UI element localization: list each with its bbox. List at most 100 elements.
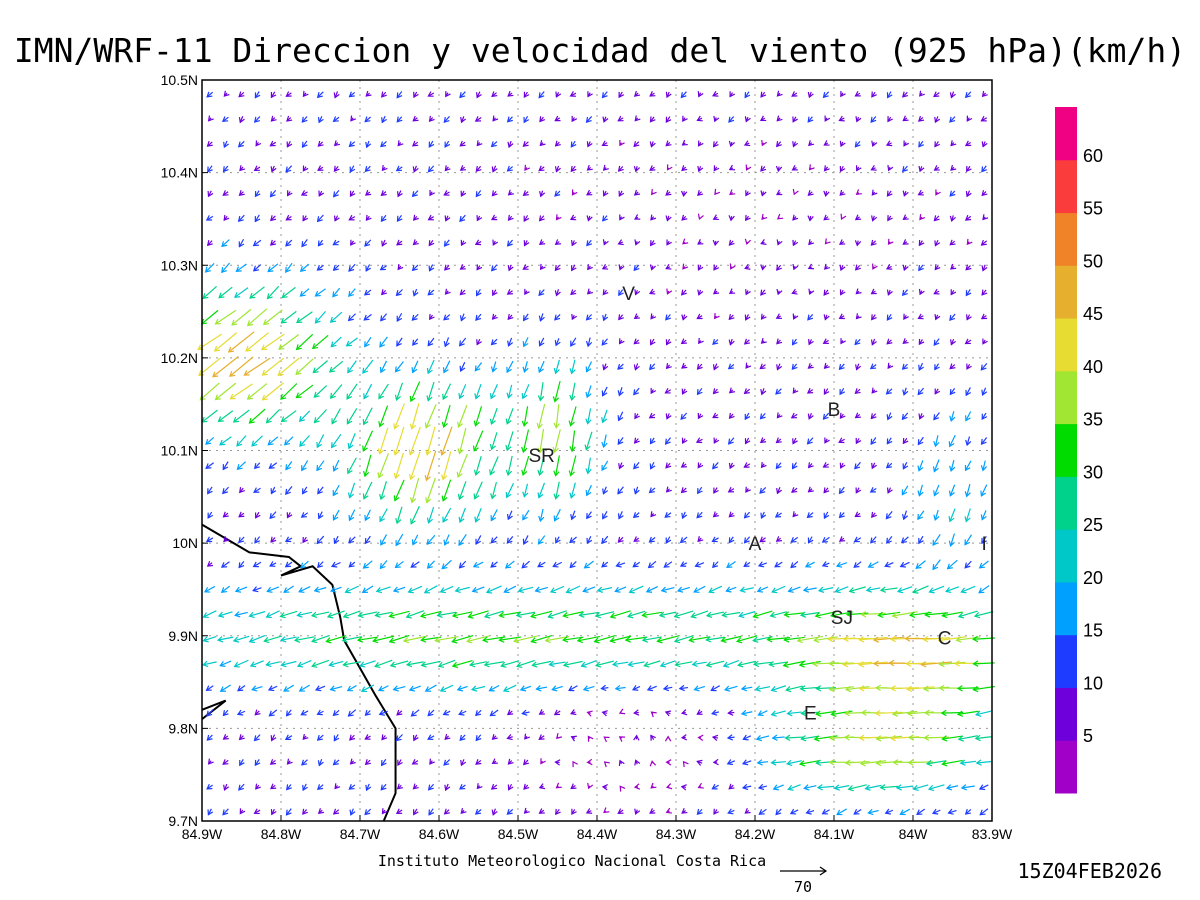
wind-vector [412, 734, 419, 742]
wind-vector [420, 636, 442, 643]
wind-vector [785, 685, 803, 693]
wind-vector [393, 426, 405, 456]
wind-vector [664, 735, 672, 742]
wind-vector [964, 140, 972, 147]
wind-vector [587, 264, 593, 271]
wind-vector [254, 190, 261, 198]
wind-vector [458, 507, 466, 524]
wind-vector [618, 462, 625, 470]
wind-vector [441, 559, 452, 570]
wind-vector [933, 288, 940, 295]
wind-vector [238, 190, 245, 196]
wind-vector [792, 387, 799, 394]
wind-vector [474, 808, 482, 815]
wind-vector [295, 384, 314, 399]
wind-vector [413, 91, 419, 99]
wind-vector [332, 759, 340, 766]
wind-vector [458, 533, 467, 547]
wind-vector [237, 214, 245, 223]
x-tick-label: 84.4W [577, 826, 618, 842]
wind-vector [397, 759, 403, 767]
wind-vector [440, 426, 453, 456]
wind-vector [776, 338, 783, 345]
wind-vector [347, 313, 356, 322]
wind-vector [252, 586, 262, 593]
wind-vector [554, 338, 561, 347]
wind-vector [379, 560, 388, 570]
wind-vector [681, 807, 688, 814]
wind-vector [254, 536, 261, 544]
wind-vector [286, 190, 293, 197]
wind-vector [441, 451, 452, 481]
wind-vector [980, 313, 988, 320]
wind-vector [393, 479, 405, 502]
wind-vector [254, 709, 261, 716]
wind-vector [405, 660, 424, 668]
wind-vector [956, 710, 979, 717]
wind-vector [459, 264, 466, 270]
wind-vector [979, 808, 989, 816]
wind-vector [665, 783, 673, 790]
wind-vector [901, 485, 909, 496]
wind-vector [540, 758, 546, 765]
wind-vector [728, 387, 736, 394]
wind-vector [388, 634, 410, 644]
colorbar-segment [1055, 423, 1077, 477]
wind-vector [362, 454, 372, 478]
wind-vector [633, 264, 640, 272]
wind-vector [568, 685, 578, 692]
wind-vector [822, 412, 830, 420]
wind-vector [474, 383, 482, 400]
wind-vector [941, 759, 963, 767]
wind-vector [948, 533, 955, 547]
y-tick-label: 9.9N [168, 628, 198, 644]
wind-vector [665, 215, 672, 222]
wind-vector [507, 90, 514, 97]
wind-vector [407, 585, 423, 594]
wind-vector [395, 165, 403, 172]
wind-vector [918, 362, 924, 372]
wind-vector [269, 190, 277, 198]
wind-vector [619, 214, 625, 221]
y-tick-label: 10.3N [161, 257, 198, 273]
wind-vector [504, 560, 515, 569]
wind-vector [451, 660, 473, 669]
wind-vector [791, 288, 798, 295]
wind-vector [594, 611, 615, 619]
wind-vector [444, 733, 451, 740]
wind-vector [234, 586, 248, 593]
wind-vector [680, 461, 687, 468]
wind-vector [507, 758, 514, 765]
wind-vector [742, 734, 752, 741]
wind-vector [537, 561, 546, 568]
wind-vector [395, 289, 403, 297]
x-tick-label: 84.6W [419, 826, 460, 842]
wind-vector [694, 561, 705, 568]
wind-vector [409, 403, 420, 430]
wind-vector [776, 264, 782, 271]
wind-vector [711, 734, 719, 742]
wind-vector [800, 709, 820, 717]
wind-vector [522, 190, 529, 197]
wind-vector [490, 338, 498, 346]
wind-vector [420, 660, 441, 668]
wind-vector [891, 710, 918, 717]
wind-vector [341, 636, 362, 643]
wind-vector [697, 486, 703, 495]
wind-vector [886, 313, 893, 321]
wind-vector [855, 116, 862, 123]
wind-vector [333, 734, 340, 742]
wind-vector [757, 783, 767, 791]
wind-vector [833, 784, 850, 791]
wind-vector [855, 165, 862, 172]
wind-vector [980, 510, 987, 521]
wind-vector [393, 452, 404, 480]
wind-vector [681, 511, 688, 520]
wind-vector [346, 408, 358, 425]
wind-vector [649, 462, 656, 470]
wind-vector [681, 139, 688, 146]
wind-vector [838, 239, 846, 245]
wind-vector [578, 611, 599, 618]
wind-vector [245, 332, 269, 352]
wind-vector [555, 214, 562, 221]
